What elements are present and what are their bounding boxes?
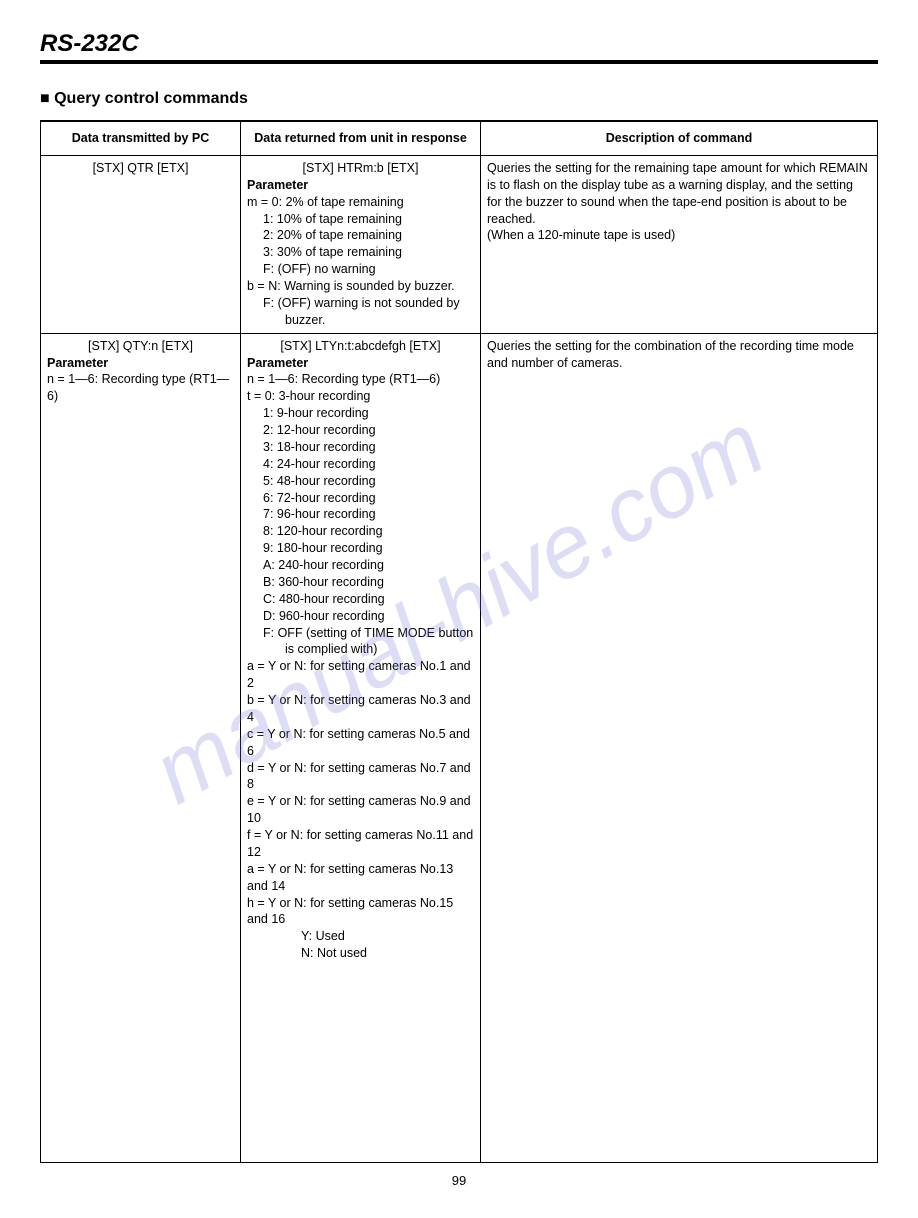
param-item: c = Y or N: for setting cameras No.5 and… (247, 726, 474, 760)
param-item: f = Y or N: for setting cameras No.11 an… (247, 827, 474, 861)
param-item: t = 0: 3-hour recording (247, 388, 474, 405)
desc-cell: Queries the setting for the combination … (481, 333, 878, 1162)
param-item: 2: 12-hour recording (247, 422, 474, 439)
param-item: 1: 9-hour recording (247, 405, 474, 422)
rx-command: [STX] LTYn:t:abcdefgh [ETX] (247, 338, 474, 355)
param-item: 9: 180-hour recording (247, 540, 474, 557)
param-item: A: 240-hour recording (247, 557, 474, 574)
param-item: a = Y or N: for setting cameras No.13 an… (247, 861, 474, 895)
rx-command: [STX] HTRm:b [ETX] (247, 160, 474, 177)
parameter-label: Parameter (47, 355, 234, 372)
param-item: 4: 24-hour recording (247, 456, 474, 473)
parameter-label: Parameter (247, 177, 474, 194)
tx-cell: [STX] QTY:n [ETX] Parameter n = 1—6: Rec… (41, 333, 241, 1162)
m-param-list: m = 0: 2% of tape remaining 1: 10% of ta… (247, 194, 474, 329)
param-item: Y: Used (247, 928, 474, 945)
param-item: F: (OFF) no warning (247, 261, 474, 278)
col-header-desc: Description of command (481, 121, 878, 155)
parameter-label: Parameter (247, 355, 474, 372)
param-item: 5: 48-hour recording (247, 473, 474, 490)
param-item: C: 480-hour recording (247, 591, 474, 608)
tx-cell: [STX] QTR [ETX] (41, 155, 241, 333)
section-heading: Query control commands (40, 90, 878, 108)
rx-cell: [STX] HTRm:b [ETX] Parameter m = 0: 2% o… (241, 155, 481, 333)
col-header-rx: Data returned from unit in response (241, 121, 481, 155)
param-item: 3: 18-hour recording (247, 439, 474, 456)
param-item: n = 1—6: Recording type (RT1—6) (247, 371, 474, 388)
param-item: B: 360-hour recording (247, 574, 474, 591)
param-item: b = Y or N: for setting cameras No.3 and… (247, 692, 474, 726)
page-title: RS-232C (40, 30, 878, 63)
param-item: m = 0: 2% of tape remaining (247, 194, 474, 211)
param-item: F: (OFF) warning is not sounded by buzze… (247, 295, 474, 329)
param-item: D: 960-hour recording (247, 608, 474, 625)
page-number: 99 (40, 1173, 878, 1188)
param-item: n = 1—6: Recording type (RT1—6) (47, 371, 234, 405)
param-item: N: Not used (247, 945, 474, 962)
param-item: F: OFF (setting of TIME MODE button is c… (247, 625, 474, 659)
param-item: 6: 72-hour recording (247, 490, 474, 507)
rx-cell: [STX] LTYn:t:abcdefgh [ETX] Parameter n … (241, 333, 481, 1162)
table-row: [STX] QTY:n [ETX] Parameter n = 1—6: Rec… (41, 333, 878, 1162)
commands-table: Data transmitted by PC Data returned fro… (40, 120, 878, 1163)
param-item: a = Y or N: for setting cameras No.1 and… (247, 658, 474, 692)
tx-command: [STX] QTR [ETX] (47, 160, 234, 177)
param-item: 1: 10% of tape remaining (247, 211, 474, 228)
t-param-list: t = 0: 3-hour recording 1: 9-hour record… (247, 388, 474, 658)
param-item: e = Y or N: for setting cameras No.9 and… (247, 793, 474, 827)
tx-command: [STX] QTY:n [ETX] (47, 338, 234, 355)
desc-cell: Queries the setting for the remaining ta… (481, 155, 878, 333)
param-item: 3: 30% of tape remaining (247, 244, 474, 261)
param-item: 7: 96-hour recording (247, 506, 474, 523)
param-item: d = Y or N: for setting cameras No.7 and… (247, 760, 474, 794)
param-item: 2: 20% of tape remaining (247, 227, 474, 244)
table-row: [STX] QTR [ETX] [STX] HTRm:b [ETX] Param… (41, 155, 878, 333)
col-header-tx: Data transmitted by PC (41, 121, 241, 155)
table-header-row: Data transmitted by PC Data returned fro… (41, 121, 878, 155)
param-item: b = N: Warning is sounded by buzzer. (247, 278, 474, 295)
title-underline (40, 63, 878, 64)
param-item: 8: 120-hour recording (247, 523, 474, 540)
param-item: h = Y or N: for setting cameras No.15 an… (247, 895, 474, 929)
